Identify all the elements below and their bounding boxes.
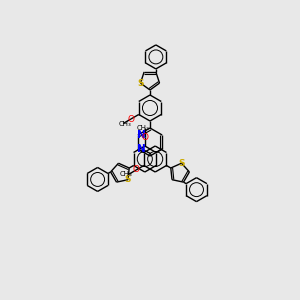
- Text: N: N: [137, 144, 146, 154]
- Text: N: N: [137, 130, 146, 140]
- Text: O: O: [133, 166, 140, 175]
- Text: O: O: [141, 133, 148, 142]
- Text: O: O: [128, 115, 134, 124]
- Text: CH₃: CH₃: [120, 172, 133, 178]
- Text: S: S: [178, 159, 185, 168]
- Text: CH₃: CH₃: [119, 121, 131, 127]
- Text: S: S: [125, 175, 131, 184]
- Text: S: S: [137, 79, 144, 88]
- Text: CH₃: CH₃: [136, 125, 149, 131]
